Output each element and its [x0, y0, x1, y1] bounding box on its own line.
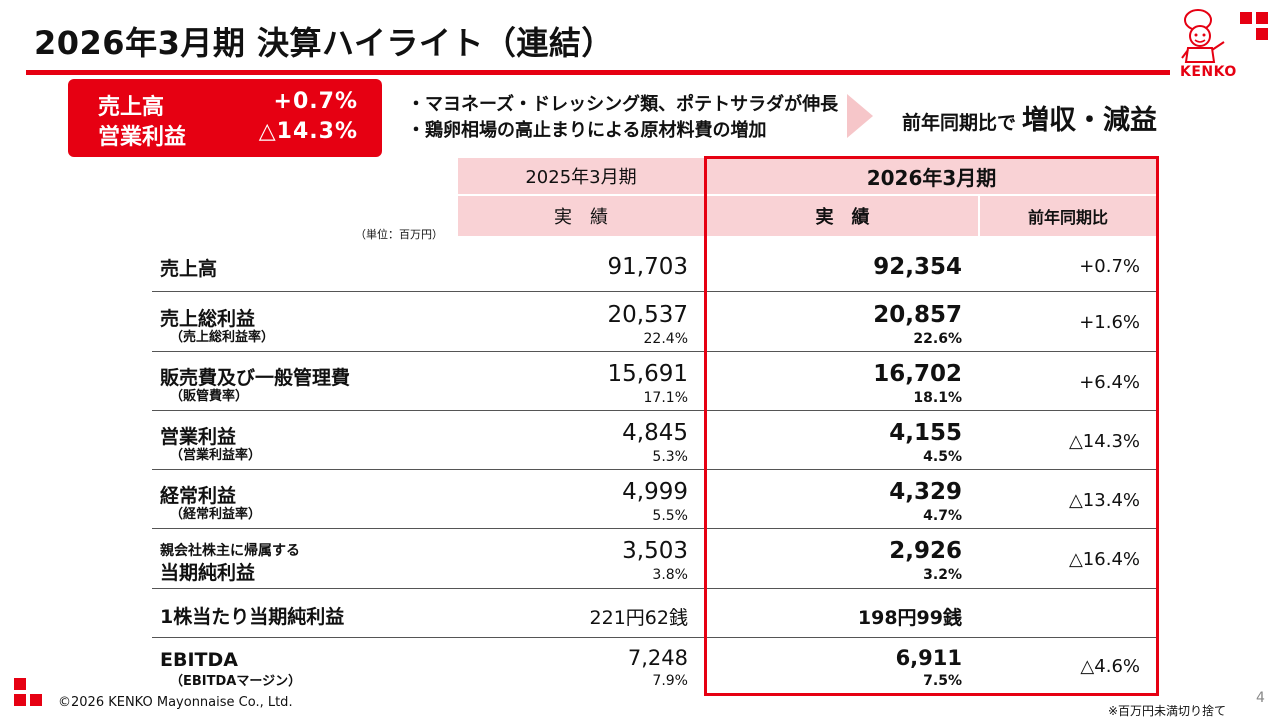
- cur-value: 4,329: [889, 479, 962, 505]
- kpi-label: 営業利益: [98, 125, 187, 150]
- prev-ratio: 17.1%: [643, 390, 688, 406]
- header-prev-period: 2025年3月期: [458, 158, 704, 194]
- yoy-value: △4.6%: [1080, 656, 1140, 677]
- row-divider: [152, 528, 1158, 529]
- corner-square: [14, 694, 26, 706]
- prev-value: 20,537: [607, 302, 688, 328]
- kpi-value: △14.3%: [258, 119, 358, 144]
- page-number: 4: [1256, 690, 1265, 706]
- header-yoy: 前年同期比: [980, 196, 1156, 236]
- row-sublabel: （売上総利益率）: [170, 330, 275, 345]
- prev-value: 15,691: [607, 361, 688, 387]
- cur-value: 6,911: [895, 646, 962, 670]
- row-label: 売上総利益: [160, 308, 256, 330]
- current-period-highlight-frame: [704, 156, 1159, 696]
- kpi-summary-box: 売上高 +0.7% 営業利益 △14.3%: [68, 79, 382, 157]
- header-divider: [458, 194, 1156, 196]
- row-label: 当期純利益: [160, 562, 256, 584]
- header-prev-actual: 実 績: [458, 196, 704, 236]
- conclusion: 前年同期比で 増収・減益: [902, 98, 1157, 137]
- prev-value: 4,845: [622, 420, 688, 446]
- cur-ratio: 3.2%: [923, 567, 962, 583]
- logo-text: KENKO: [1180, 64, 1237, 80]
- cur-ratio: 22.6%: [913, 331, 962, 347]
- row-label: 営業利益: [160, 426, 237, 448]
- corner-square: [1240, 12, 1252, 24]
- bullet-item: ・鶏卵相場の高止まりによる原材料費の増加: [407, 120, 767, 141]
- highlight-bullets: ・マヨネーズ・ドレッシング類、ポテトサラダが伸長 ・鶏卵相場の高止まりによる原材…: [407, 92, 838, 144]
- kpi-value: +0.7%: [273, 89, 358, 114]
- prev-value: 3,503: [622, 538, 688, 564]
- footnote: ※百万円未満切り捨て: [1108, 704, 1227, 718]
- corner-square: [1256, 12, 1268, 24]
- cur-ratio: 18.1%: [913, 390, 962, 406]
- prev-value: 221円62銭: [589, 607, 688, 629]
- row-divider: [152, 291, 1158, 292]
- yoy-value: △14.3%: [1068, 431, 1140, 452]
- corner-square: [14, 678, 26, 690]
- copyright: ©2026 KENKO Mayonnaise Co., Ltd.: [58, 695, 293, 710]
- header-cur-period: 2026年3月期: [707, 158, 1156, 194]
- row-sublabel: （販管費率）: [170, 389, 249, 404]
- row-divider: [152, 637, 1158, 638]
- corner-square: [30, 694, 42, 706]
- kenko-mascot-logo: [1181, 9, 1225, 63]
- prev-ratio: 5.5%: [652, 508, 688, 524]
- yoy-value: +1.6%: [1079, 312, 1140, 333]
- prev-ratio: 22.4%: [643, 331, 688, 347]
- row-divider: [152, 410, 1158, 411]
- prev-ratio: 3.8%: [652, 567, 688, 583]
- row-divider: [152, 351, 1158, 352]
- row-sublabel: （EBITDAマージン）: [170, 674, 302, 689]
- row-label: 経常利益: [160, 485, 237, 507]
- row-label: 販売費及び一般管理費: [160, 367, 351, 389]
- arrow-right-icon: [847, 94, 873, 138]
- row-label: 売上高: [160, 258, 218, 280]
- row-label: EBITDA: [160, 649, 238, 671]
- kpi-label: 売上高: [98, 95, 165, 120]
- prev-value: 91,703: [607, 254, 688, 280]
- cur-value: 4,155: [889, 420, 962, 446]
- row-divider: [152, 469, 1158, 470]
- cur-ratio: 7.5%: [923, 673, 962, 689]
- cur-value: 16,702: [873, 361, 962, 387]
- cur-ratio: 4.7%: [923, 508, 962, 524]
- header-cur-actual: 実 績: [707, 196, 978, 236]
- page-title: 2026年3月期 決算ハイライト（連結）: [34, 24, 614, 62]
- yoy-value: △13.4%: [1068, 490, 1140, 511]
- yoy-value: △16.4%: [1068, 549, 1140, 570]
- row-sublabel: （営業利益率）: [170, 448, 262, 463]
- yoy-value: +0.7%: [1079, 256, 1140, 277]
- prev-value: 4,999: [622, 479, 688, 505]
- cur-ratio: 4.5%: [923, 449, 962, 465]
- bullet-item: ・マヨネーズ・ドレッシング類、ポテトサラダが伸長: [407, 94, 839, 115]
- prev-value: 7,248: [627, 646, 688, 670]
- cur-value: 92,354: [873, 254, 962, 280]
- prev-ratio: 7.9%: [652, 673, 688, 689]
- unit-note: （単位：百万円）: [355, 228, 443, 241]
- row-sublabel: （経常利益率）: [170, 507, 262, 522]
- prev-ratio: 5.3%: [652, 449, 688, 465]
- cur-value: 20,857: [873, 302, 962, 328]
- cur-value: 198円99銭: [857, 607, 962, 629]
- row-label: 1株当たり当期純利益: [160, 606, 345, 628]
- corner-square: [1256, 28, 1268, 40]
- row-divider: [152, 588, 1158, 589]
- conclusion-result: 増収・減益: [1022, 105, 1158, 136]
- row-label-top: 親会社株主に帰属する: [160, 543, 300, 559]
- title-rule: [26, 70, 1170, 75]
- conclusion-prefix: 前年同期比で: [902, 112, 1017, 134]
- yoy-value: +6.4%: [1079, 372, 1140, 393]
- cur-value: 2,926: [889, 538, 962, 564]
